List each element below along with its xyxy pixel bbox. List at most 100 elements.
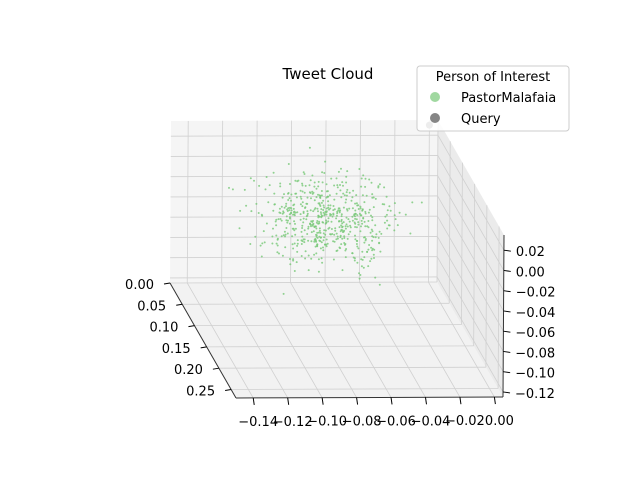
data-point-pastormalafaia [360,225,362,228]
data-point-pastormalafaia [383,203,386,206]
data-point-pastormalafaia [336,235,339,238]
x-tick [163,282,171,285]
z-tick [503,350,511,353]
data-point-pastormalafaia [324,233,327,236]
data-point-pastormalafaia [420,201,423,204]
data-point-pastormalafaia [319,247,322,250]
data-point-pastormalafaia [263,241,266,244]
data-point-pastormalafaia [293,242,296,245]
data-point-pastormalafaia [293,210,296,213]
data-point-pastormalafaia [290,199,292,202]
data-point-pastormalafaia [352,189,355,192]
data-point-pastormalafaia [373,257,375,259]
data-point-pastormalafaia [367,211,370,214]
data-point-pastormalafaia [276,244,279,247]
legend-marker-pastormalafaia [430,92,440,102]
data-point-pastormalafaia [300,255,303,257]
data-point-pastormalafaia [394,218,397,221]
data-point-pastormalafaia [333,198,336,201]
data-point-pastormalafaia [327,204,330,207]
data-point-pastormalafaia [345,216,348,219]
data-point-pastormalafaia [373,248,376,251]
data-point-pastormalafaia [325,213,328,216]
data-point-pastormalafaia [291,227,294,230]
data-point-pastormalafaia [325,211,328,214]
data-point-pastormalafaia [305,202,308,205]
data-point-pastormalafaia [315,233,317,236]
data-point-pastormalafaia [319,194,322,197]
y-tick-label: −0.06 [376,414,416,429]
data-point-pastormalafaia [363,201,366,204]
data-point-pastormalafaia [339,230,342,233]
data-point-pastormalafaia [301,205,304,208]
data-point-pastormalafaia [342,221,345,224]
y-axis-line [235,396,504,399]
data-point-pastormalafaia [344,243,347,245]
data-point-pastormalafaia [357,223,360,226]
data-point-pastormalafaia [361,250,364,253]
data-point-pastormalafaia [367,248,370,251]
data-point-pastormalafaia [370,246,373,249]
z-tick-label: 0.02 [516,245,545,260]
data-point-pastormalafaia [345,194,348,197]
data-point-pastormalafaia [362,217,365,220]
data-point-pastormalafaia [281,254,284,257]
grid-line-side-z [436,236,504,352]
data-point-pastormalafaia [339,234,342,237]
data-point-pastormalafaia [341,226,344,229]
data-point-pastormalafaia [321,261,324,264]
data-point-pastormalafaia [276,251,279,254]
data-point-pastormalafaia [330,220,333,223]
data-point-pastormalafaia [340,224,343,227]
data-point-pastormalafaia [358,212,361,215]
data-point-pastormalafaia [335,177,338,180]
data-point-pastormalafaia [329,207,332,210]
data-point-pastormalafaia [250,210,253,213]
data-point-pastormalafaia [359,214,362,217]
data-point-pastormalafaia [262,230,265,233]
data-point-pastormalafaia [332,258,335,261]
data-point-pastormalafaia [323,236,326,239]
data-point-pastormalafaia [341,237,344,240]
data-point-pastormalafaia [310,240,313,243]
grid-line-floor-y [393,281,461,398]
data-point-pastormalafaia [378,283,381,286]
data-point-pastormalafaia [304,206,307,209]
data-point-pastormalafaia [357,208,360,210]
data-point-pastormalafaia [355,194,358,197]
data-point-pastormalafaia [349,224,352,227]
data-point-pastormalafaia [357,204,360,207]
data-point-pastormalafaia [313,181,316,184]
y-tick [459,397,462,405]
data-point-pastormalafaia [284,246,287,249]
data-point-pastormalafaia [317,222,320,225]
data-point-pastormalafaia [239,209,242,212]
data-point-pastormalafaia [364,177,367,180]
data-point-pastormalafaia [328,194,331,197]
data-point-pastormalafaia [340,196,343,199]
data-point-pastormalafaia [338,220,340,223]
data-point-pastormalafaia [249,243,252,245]
data-point-pastormalafaia [333,208,336,211]
data-point-pastormalafaia [264,188,267,191]
data-point-pastormalafaia [348,207,351,210]
data-point-pastormalafaia [265,222,268,225]
data-point-pastormalafaia [362,266,365,269]
data-point-pastormalafaia [322,232,325,235]
data-point-pastormalafaia [292,207,295,210]
data-point-pastormalafaia [360,219,363,222]
data-point-pastormalafaia [325,190,328,193]
data-point-pastormalafaia [300,243,303,245]
data-point-pastormalafaia [301,184,304,187]
grid-line-side-z [437,134,505,251]
y-tick-label: −0.14 [238,415,278,430]
data-point-pastormalafaia [285,205,287,208]
data-point-pastormalafaia [339,184,341,186]
data-point-pastormalafaia [324,243,327,246]
data-point-pastormalafaia [361,222,364,225]
data-point-pastormalafaia [311,174,314,177]
data-point-pastormalafaia [347,233,350,236]
data-point-pastormalafaia [325,183,328,186]
data-point-pastormalafaia [304,257,307,260]
floor-pane [170,282,503,398]
